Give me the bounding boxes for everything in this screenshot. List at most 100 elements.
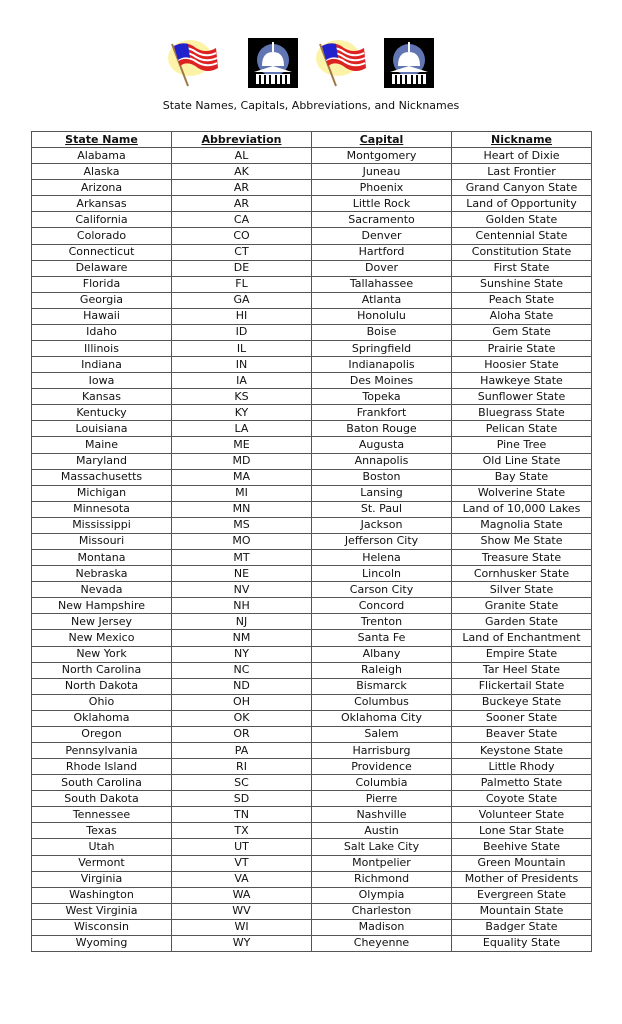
abbreviation-cell: MO [171,532,312,551]
state-name-cell: Kansas [31,388,172,406]
american-flag-icon [168,40,218,87]
state-name-cell: Mississippi [31,516,172,534]
capital-cell: Nashville [311,806,452,824]
header-label: Abbreviation [201,132,282,146]
table-row: Illinois IL Springfield Prairie State [31,340,592,358]
abbreviation-cell: NE [171,565,312,583]
nickname-cell: Volunteer State [451,806,592,824]
abbreviation-cell: ME [171,436,312,454]
nickname-cell: Buckeye State [451,693,592,711]
capital-cell: Little Rock [311,195,452,213]
nickname-cell: Silver State [451,581,592,599]
state-name-cell: California [31,211,172,229]
state-name-cell: North Carolina [31,661,172,679]
abbreviation-cell: CA [171,211,312,229]
state-name-cell: South Carolina [31,774,172,792]
state-name-cell: Idaho [31,323,172,342]
state-name-cell: Texas [31,822,172,840]
table-row: Minnesota MN St. Paul Land of 10,000 Lakes [31,500,592,518]
abbreviation-cell: AR [171,179,312,197]
table-row: Michigan MI Lansing Wolverine State [31,484,592,502]
capital-cell: Santa Fe [311,629,452,647]
state-name-cell: Oklahoma [31,709,172,727]
state-name-cell: Ohio [31,693,172,711]
capitol-building-icon [248,38,298,88]
table-row: Oregon OR Salem Beaver State [31,725,592,743]
nickname-cell: Equality State [451,934,592,952]
table-row: Florida FL Tallahassee Sunshine State [31,275,592,293]
table-row: Pennsylvania PA Harrisburg Keystone State [31,741,592,760]
header-state-name: State Name [31,130,172,149]
abbreviation-cell: ND [171,677,312,695]
abbreviation-cell: MN [171,500,312,518]
table-row: Missouri MO Jefferson City Show Me State [31,532,592,551]
table-row: South Carolina SC Columbia Palmetto State [31,774,592,792]
state-name-cell: Arizona [31,179,172,197]
table-row: West Virginia WV Charleston Mountain State [31,902,592,920]
abbreviation-cell: WA [171,886,312,904]
abbreviation-cell: PA [171,741,312,760]
state-name-cell: Maryland [31,452,172,470]
capital-cell: St. Paul [311,500,452,518]
state-name-cell: Kentucky [31,404,172,422]
capital-cell: Atlanta [311,291,452,309]
nickname-cell: Beehive State [451,838,592,856]
capital-cell: Cheyenne [311,934,452,952]
capital-cell: Helena [311,549,452,567]
nickname-cell: Land of Opportunity [451,195,592,213]
table-row: Louisiana LA Baton Rouge Pelican State [31,420,592,438]
nickname-cell: Green Mountain [451,854,592,872]
nickname-cell: Pine Tree [451,436,592,454]
capital-cell: Concord [311,597,452,615]
abbreviation-cell: TN [171,806,312,824]
nickname-cell: Bay State [451,468,592,486]
capital-cell: Des Moines [311,372,452,390]
state-name-cell: New Hampshire [31,597,172,615]
nickname-cell: Sunflower State [451,388,592,406]
state-name-cell: Arkansas [31,195,172,213]
nickname-cell: Heart of Dixie [451,147,592,165]
table-row: Nebraska NE Lincoln Cornhusker State [31,565,592,583]
state-name-cell: Montana [31,549,172,567]
abbreviation-cell: MA [171,468,312,486]
table-row: New Hampshire NH Concord Granite State [31,597,592,615]
capital-cell: Topeka [311,388,452,406]
table-row: Wisconsin WI Madison Badger State [31,918,592,936]
nickname-cell: Aloha State [451,307,592,325]
abbreviation-cell: FL [171,275,312,293]
capital-cell: Trenton [311,613,452,631]
table-row: Massachusetts MA Boston Bay State [31,468,592,486]
nickname-cell: Keystone State [451,741,592,760]
state-name-cell: South Dakota [31,790,172,808]
table-row: Ohio OH Columbus Buckeye State [31,693,592,711]
abbreviation-cell: WV [171,902,312,920]
abbreviation-cell: VA [171,870,312,888]
nickname-cell: Golden State [451,211,592,229]
capital-cell: Pierre [311,790,452,808]
table-row: New Mexico NM Santa Fe Land of Enchantment [31,629,592,647]
table-row: Kentucky KY Frankfort Bluegrass State [31,404,592,422]
capital-cell: Hartford [311,243,452,261]
capital-cell: Bismarck [311,677,452,695]
state-name-cell: Massachusetts [31,468,172,486]
abbreviation-cell: NC [171,661,312,679]
abbreviation-cell: VT [171,854,312,872]
capital-cell: Tallahassee [311,275,452,293]
table-row: Delaware DE Dover First State [31,259,592,277]
state-name-cell: Virginia [31,870,172,888]
abbreviation-cell: TX [171,822,312,840]
capital-cell: Charleston [311,902,452,920]
capital-cell: Madison [311,918,452,936]
capital-cell: Honolulu [311,307,452,325]
capital-cell: Lincoln [311,565,452,583]
capitol-building-icon [384,38,434,88]
table-row: Texas TX Austin Lone Star State [31,822,592,840]
abbreviation-cell: AL [171,147,312,165]
capital-cell: Springfield [311,340,452,358]
capital-cell: Salem [311,725,452,743]
state-name-cell: Indiana [31,356,172,374]
abbreviation-cell: ID [171,323,312,342]
abbreviation-cell: KS [171,388,312,406]
state-name-cell: Missouri [31,532,172,551]
capital-cell: Columbus [311,693,452,711]
